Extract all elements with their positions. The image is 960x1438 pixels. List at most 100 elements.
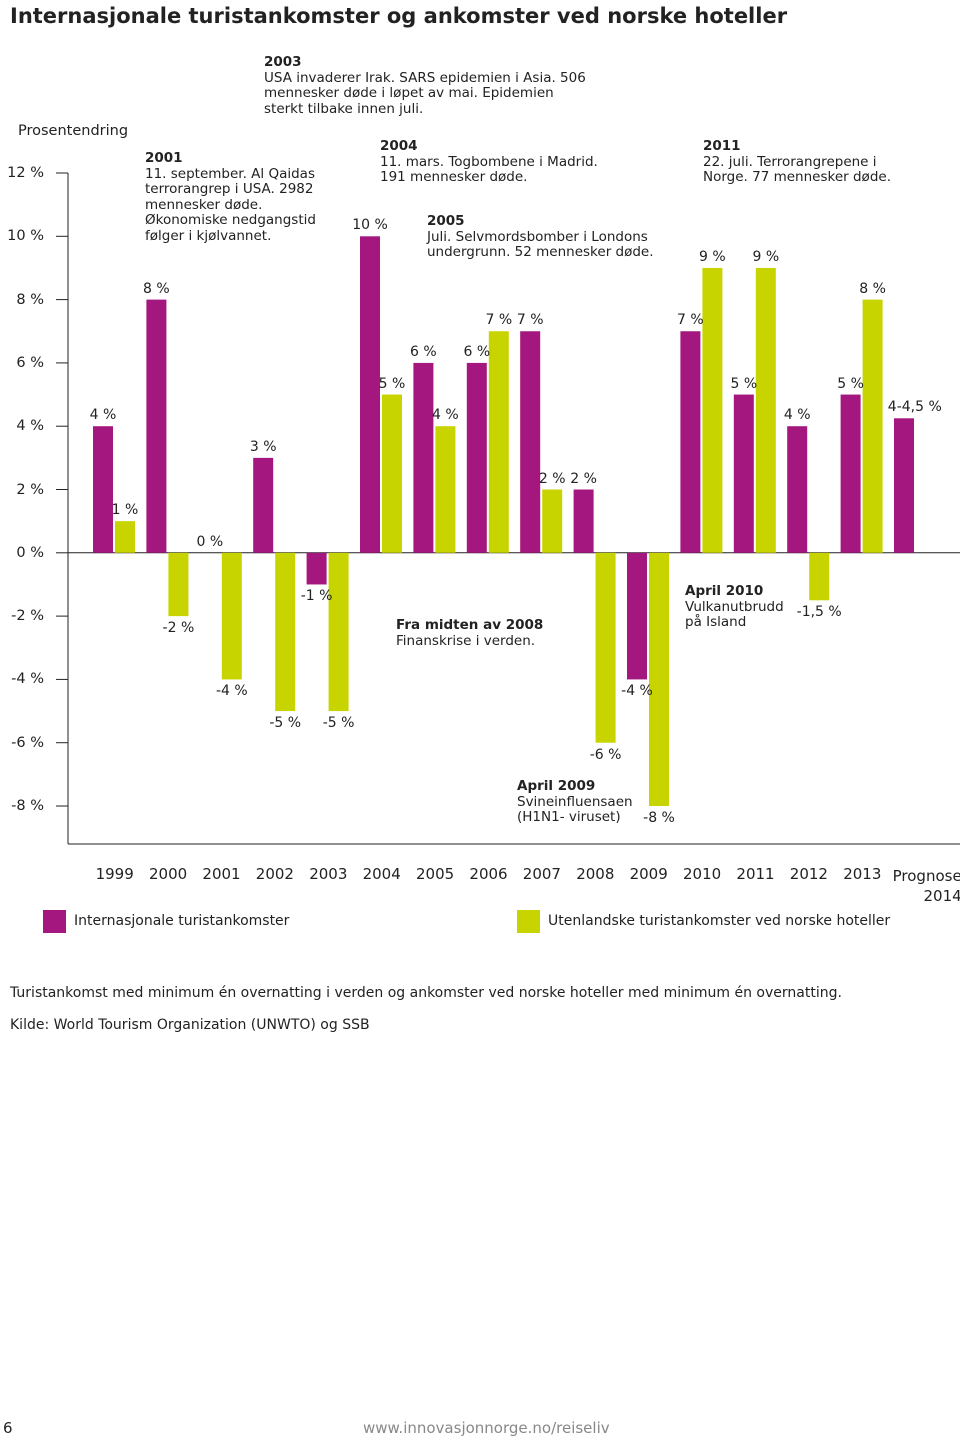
x-tick-label: 2005 xyxy=(416,865,455,883)
value-label: 2 % xyxy=(538,470,566,487)
x-tick-label: 2007 xyxy=(522,865,561,883)
y-tick-label: 0 % xyxy=(16,544,44,561)
value-label: 6 % xyxy=(410,343,437,360)
value-label: -6 % xyxy=(589,746,622,763)
bar xyxy=(809,552,830,601)
value-label: -4 % xyxy=(621,683,653,700)
y-tick-label: 12 % xyxy=(7,165,44,181)
value-label: 7 % xyxy=(485,312,513,329)
y-tick-label: -8 % xyxy=(11,798,44,815)
annotation: Fra midten av 2008 Finanskrise i verden. xyxy=(396,617,556,649)
bar xyxy=(840,394,861,553)
legend-label: Utenlandske turistankomster ved norske h… xyxy=(548,913,891,929)
x-tick-label: 2013 xyxy=(843,865,882,883)
footnote: Turistankomst med minimum én overnatting… xyxy=(10,985,842,1001)
bar xyxy=(595,552,616,743)
bar xyxy=(93,426,113,553)
value-label: 8 % xyxy=(143,280,170,297)
source: Kilde: World Tourism Organization (UNWTO… xyxy=(10,1017,370,1033)
value-label: 7 % xyxy=(516,312,544,329)
value-label: 1 % xyxy=(111,502,139,519)
annotation-text: Vulkanutbrudd på Island xyxy=(685,598,784,630)
y-tick-label: -2 % xyxy=(11,608,44,625)
value-label: 10 % xyxy=(352,217,388,234)
annotation: April 2010 Vulkanutbrudd på Island xyxy=(685,583,795,631)
value-label: 4-4,5 % xyxy=(887,399,942,416)
y-tick-label: 10 % xyxy=(7,228,44,245)
value-label: 5 % xyxy=(837,375,864,392)
annotation: 2003 USA invaderer Irak. SARS epidemien i… xyxy=(264,54,594,117)
x-tick-label: 2009 xyxy=(629,865,668,883)
bar xyxy=(520,331,541,553)
value-label: 5 % xyxy=(730,375,758,392)
x-tick-label: 2002 xyxy=(255,865,294,883)
legend-label: Internasjonale turistankomster xyxy=(74,913,290,929)
value-label: -2 % xyxy=(162,620,195,637)
annotation-text: Finanskrise i verden. xyxy=(396,632,536,649)
annotation-text: 22. juli. Terrorangrepene i Norge. 77 me… xyxy=(703,153,891,185)
value-label: 7 % xyxy=(677,312,704,329)
annotation-title: April 2009 xyxy=(517,778,596,794)
value-label: -1 % xyxy=(300,588,333,605)
value-label: 3 % xyxy=(249,438,277,455)
y-axis-label: Prosentendring xyxy=(18,123,129,139)
bar xyxy=(573,489,594,553)
bar xyxy=(627,552,647,680)
value-label: 8 % xyxy=(859,280,886,297)
x-tick-label: 2004 xyxy=(362,865,401,883)
bar xyxy=(382,394,402,553)
annotation-text: USA invaderer Irak. SARS epidemien i Asi… xyxy=(264,69,586,117)
legend-swatch xyxy=(43,910,66,933)
value-label: 9 % xyxy=(699,248,726,265)
x-tick-label: 2012 xyxy=(789,865,828,883)
bar xyxy=(275,552,296,712)
x-tick-label: 2011 xyxy=(736,865,775,883)
y-tick-label: 6 % xyxy=(16,354,44,371)
value-label: 5 % xyxy=(378,375,406,392)
bar xyxy=(649,552,669,807)
y-tick-label: 8 % xyxy=(16,291,44,308)
value-label: 4 % xyxy=(783,407,811,424)
bar xyxy=(488,331,509,553)
page-number: 6 xyxy=(3,1419,13,1437)
x-tick-label: 1999 xyxy=(95,865,134,883)
x-tick-label: 2010 xyxy=(683,865,722,883)
x-tick-label: Prognose 2014 xyxy=(892,867,960,905)
bar xyxy=(306,552,327,585)
value-label: 4 % xyxy=(89,407,117,424)
bar xyxy=(680,331,701,553)
value-label: -5 % xyxy=(269,715,302,732)
bar xyxy=(413,362,434,553)
y-tick-label: 2 % xyxy=(16,481,44,498)
annotation: 2005 Juli. Selvmordsbomber i Londons unde… xyxy=(427,213,657,261)
bar xyxy=(862,299,883,553)
bar xyxy=(328,552,349,712)
value-label: -8 % xyxy=(643,810,675,827)
annotation-text: Svineinfluensaen (H1N1- viruset) xyxy=(517,793,633,825)
value-label: 4 % xyxy=(432,407,459,424)
value-label: 0 % xyxy=(196,533,224,550)
bar xyxy=(146,299,167,553)
annotation-title: 2004 xyxy=(380,138,418,154)
bar xyxy=(466,362,487,553)
x-tick-label: 2001 xyxy=(202,865,241,883)
annotation: April 2009 Svineinfluensaen (H1N1- viruse… xyxy=(517,778,642,826)
value-label: -5 % xyxy=(322,715,355,732)
y-tick-label: 4 % xyxy=(16,418,44,435)
value-label: 6 % xyxy=(463,343,491,360)
bar xyxy=(702,267,723,553)
y-tick-label: -4 % xyxy=(11,671,44,688)
bar xyxy=(168,552,189,617)
bar xyxy=(894,418,914,553)
page-title: Internasjonale turistankomster og ankoms… xyxy=(10,4,788,28)
bar xyxy=(733,394,754,553)
annotation: 2001 11. september. Al Qaidas terrorangre… xyxy=(145,150,320,244)
bar xyxy=(221,552,242,680)
annotation-text: 11. mars. Togbombene i Madrid. 191 menne… xyxy=(380,153,598,185)
annotation-title: 2005 xyxy=(427,213,465,229)
value-label: 9 % xyxy=(752,248,780,265)
bar xyxy=(253,457,274,553)
annotation-title: Fra midten av 2008 xyxy=(396,617,544,633)
